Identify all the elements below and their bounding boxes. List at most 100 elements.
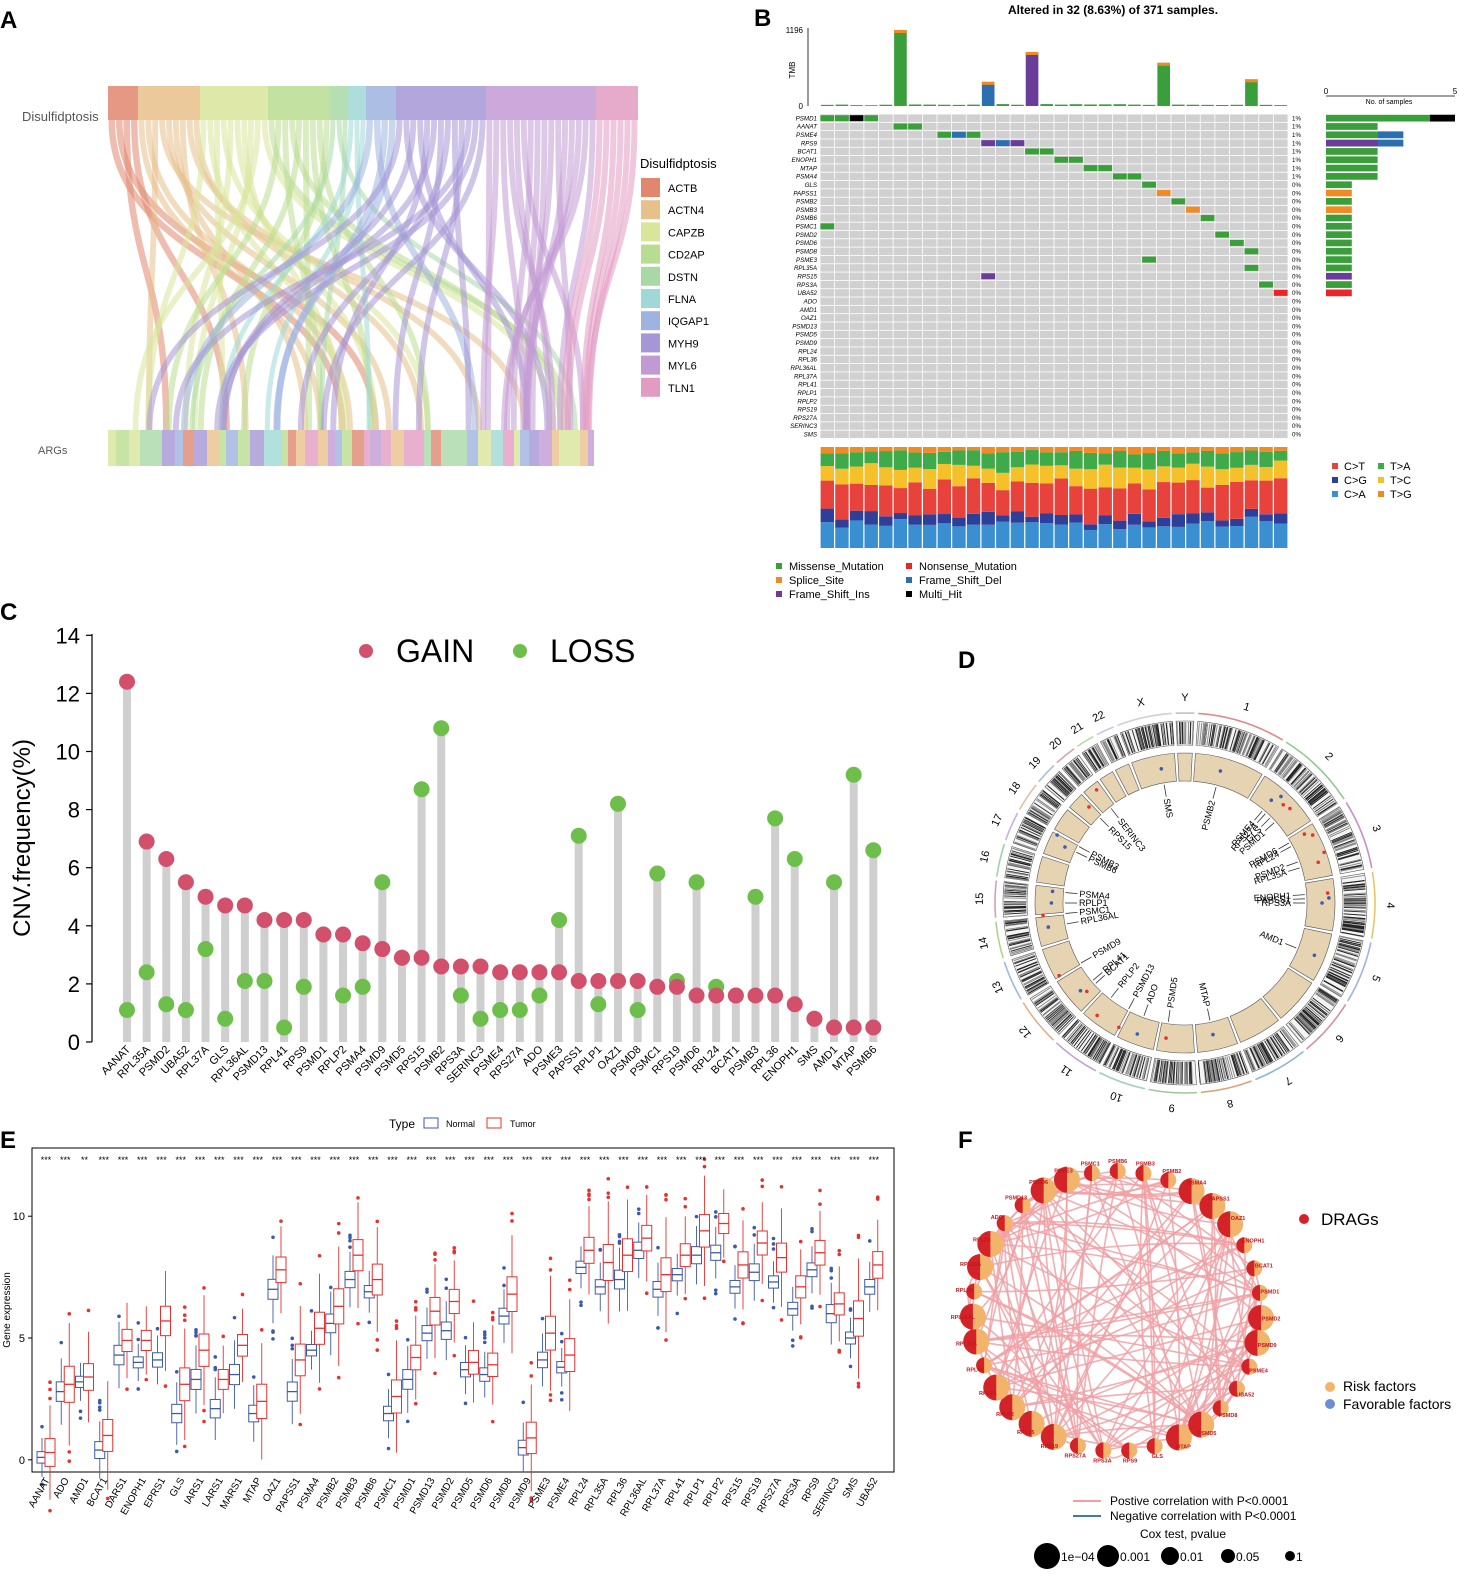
ideogram-band: [1050, 780, 1068, 797]
oncoplot-cell: [1127, 364, 1142, 372]
nsamples-tick-0: 0: [1324, 87, 1329, 96]
oncoplot-cell: [1259, 189, 1273, 197]
oncoplot-cell: [820, 388, 835, 397]
oncoplot-cell: [937, 380, 952, 389]
oncoplot-gene-label: ENOPH1: [792, 157, 817, 164]
sankey-link: [415, 119, 465, 431]
oncoplot-cell: [1127, 322, 1142, 330]
oncoplot-cell: [1054, 272, 1069, 280]
sankey-arg-node: [352, 430, 364, 466]
oncoplot-cell: [1083, 289, 1098, 297]
circos-gene-label: PSMB2: [1200, 799, 1218, 831]
cnv-gain-point: [688, 987, 705, 1004]
oncoplot-cell: [1156, 305, 1171, 314]
oncoplot-cell: [995, 305, 1010, 314]
oncoplot-cell: [1156, 347, 1171, 355]
ideogram-band: [1326, 974, 1347, 986]
oncoplot-gene-label: RPL24: [798, 348, 817, 355]
oncoplot-cell: [1054, 247, 1069, 256]
ideogram-band: [1270, 1036, 1284, 1056]
oncoplot-cell: [922, 339, 937, 347]
ideogram-band: [1297, 1014, 1314, 1031]
ideogram-band: [1004, 888, 1027, 891]
oncoplot-cell: [981, 214, 996, 222]
oncoplot-cell: [952, 289, 966, 297]
oncoplot-cell: [1112, 388, 1127, 397]
oncoplot-cell: [1171, 372, 1186, 380]
oncoplot-gene-label: RPL36AL: [791, 365, 818, 372]
oncoplot-cell: [1215, 430, 1230, 439]
oncoplot-cell: [1083, 255, 1098, 264]
box-outlier: [452, 1353, 457, 1358]
oncoplot-cell: [1039, 297, 1054, 305]
oncoplot-cell: [937, 264, 952, 272]
oncoplot-cell: [937, 197, 952, 206]
oncoplot-cell: [1215, 347, 1230, 355]
oncoplot-cell: [1273, 114, 1288, 122]
ideogram-band: [1293, 770, 1310, 788]
oncoplot-cell: [893, 347, 908, 355]
oncoplot-gene-label: BCAT1: [798, 149, 817, 156]
box-outlier: [529, 1496, 534, 1500]
ideogram-band: [1223, 1057, 1230, 1079]
oncoplot-cell: [1259, 272, 1273, 280]
box-outlier: [702, 1157, 707, 1161]
tmb-bar: [952, 104, 966, 106]
oncoplot-cell: [1069, 247, 1083, 256]
oncoplot-percent: 0%: [1292, 265, 1301, 272]
ideogram-band: [1032, 805, 1052, 818]
oncoplot-gene-label: PSMA4: [796, 174, 818, 181]
oncoplot-cell: [1010, 222, 1025, 231]
ideogram-band: [1063, 1020, 1079, 1038]
box-outlier: [779, 1318, 784, 1322]
oncoplot-cell: [1010, 230, 1025, 239]
oncoplot-mutation: [864, 115, 879, 122]
network-node-drag: [1030, 1177, 1044, 1204]
ideogram-band: [1300, 1011, 1318, 1027]
oncoplot-cell: [1054, 189, 1069, 197]
box-outlier: [675, 1311, 680, 1316]
nsamples-bar: [1326, 214, 1352, 222]
oncoplot-cell: [1098, 197, 1113, 206]
circos-gene-label: MTAP: [1197, 982, 1212, 1008]
significance-label: ***: [156, 1155, 167, 1165]
titv-segment: [966, 524, 981, 548]
oncoplot-cell: [1259, 264, 1273, 272]
box-outlier: [433, 1258, 437, 1262]
titv-segment: [879, 451, 893, 468]
oncoplot-cell: [966, 330, 981, 339]
titv-segment: [1127, 467, 1142, 484]
oncoplot-cell: [1229, 305, 1244, 314]
oncoplot-cell: [1142, 139, 1156, 147]
chromosome-track: [1035, 914, 1069, 947]
ideogram-band: [1057, 1016, 1075, 1033]
ideogram-band: [1312, 997, 1331, 1012]
oncoplot-cell: [1244, 364, 1259, 372]
oncoplot-cell: [1069, 214, 1083, 222]
oncoplot-cell: [893, 131, 908, 139]
tmb-bar-top: [1245, 79, 1258, 83]
ideogram-band: [1153, 724, 1159, 747]
oncoplot-cell: [1142, 247, 1156, 256]
oncoplot-cell: [1112, 131, 1127, 139]
oncoplot-cell: [1127, 122, 1142, 131]
network-node-drag: [966, 1283, 975, 1300]
oncoplot-cell: [1156, 147, 1171, 156]
chromosome-label: 5: [1369, 973, 1382, 983]
ideogram-band: [1004, 919, 1027, 923]
oncoplot-cell: [937, 272, 952, 280]
oncoplot-cell: [1215, 322, 1230, 330]
titv-segment: [893, 513, 908, 520]
size-legend-label: 0.01: [1180, 1550, 1204, 1564]
titv-segment: [1010, 447, 1025, 452]
ideogram-band: [1173, 1061, 1176, 1084]
oncoplot-cell: [1186, 264, 1200, 272]
oncoplot-cell: [1259, 172, 1273, 181]
sankey-link: [500, 119, 527, 431]
ideogram-band: [1314, 798, 1334, 813]
oncoplot-cell: [1039, 255, 1054, 264]
oncoplot-cell: [981, 164, 996, 172]
oncoplot-cell: [893, 280, 908, 289]
ideogram-band: [1126, 1053, 1135, 1075]
oncoplot-cell: [1127, 180, 1142, 189]
